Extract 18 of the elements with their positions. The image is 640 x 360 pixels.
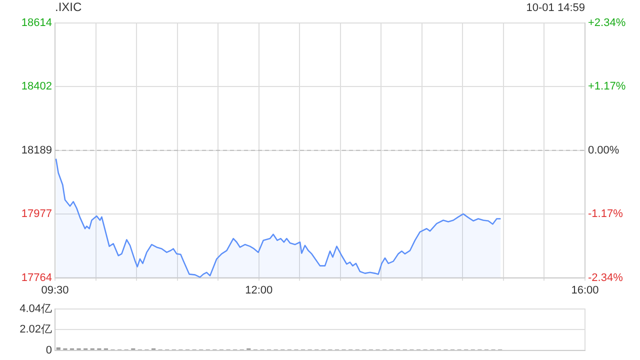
y2-tick-label: -2.34% (588, 272, 624, 284)
y-tick-label: 17977 (21, 208, 52, 220)
y2-tick-label: +2.34% (588, 17, 626, 30)
y-tick-label: 2.02亿 (20, 324, 52, 336)
y-tick-label: 18614 (21, 17, 52, 30)
chart-title: .IXIC (55, 0, 82, 14)
y-tick-label: 0 (46, 344, 52, 356)
y2-tick-label: 0.00% (588, 144, 620, 156)
y-tick-label: 18189 (21, 144, 52, 156)
text: 10-01 14:59 (526, 2, 585, 14)
y2-tick-label: +1.17% (588, 80, 626, 93)
x-tick-label: 09:30 (41, 284, 69, 296)
y-tick-label: 18402 (21, 80, 52, 93)
x-tick-label: 12:00 (245, 284, 273, 296)
y2-tick-label: -1.17% (588, 208, 624, 220)
y-tick-label: 4.04亿 (20, 303, 52, 316)
y-tick-label: 17764 (21, 272, 52, 284)
x-tick-label: 16:00 (571, 284, 599, 296)
